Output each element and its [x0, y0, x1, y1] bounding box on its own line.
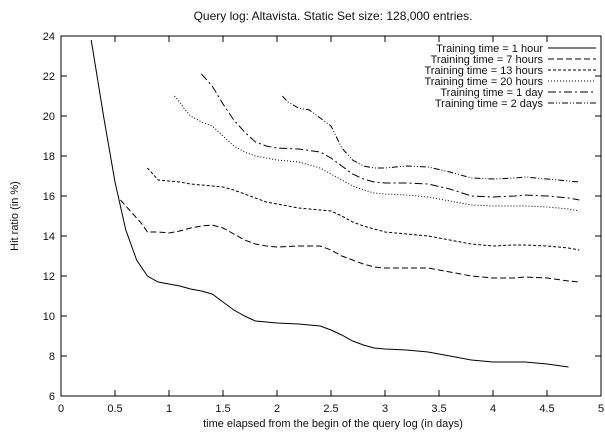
y-tick-label: 16 [43, 191, 55, 203]
x-tick-label: 3.5 [431, 403, 446, 415]
x-tick-label: 3 [382, 403, 388, 415]
series-line-6 [282, 95, 580, 183]
x-tick-label: 1 [166, 403, 172, 415]
series-line-1 [90, 39, 569, 368]
y-tick-label: 14 [43, 231, 55, 243]
legend-label: Training time = 1 day [440, 87, 543, 99]
legend-label: Training time = 20 hours [424, 76, 543, 88]
legend-label: Training time = 13 hours [424, 65, 543, 77]
x-tick-label: 2 [274, 403, 280, 415]
y-tick-label: 6 [49, 391, 55, 403]
x-axis-ticks: 0 0.5 1 1.5 2 2.5 3 3.5 4 4.5 5 [58, 36, 604, 415]
x-tick-label: 1.5 [215, 403, 230, 415]
y-tick-label: 8 [49, 351, 55, 363]
series-line-3 [147, 167, 580, 251]
x-tick-label: 4 [490, 403, 496, 415]
series-line-5 [201, 73, 580, 201]
legend-label: Training time = 1 hour [436, 43, 543, 55]
y-tick-label: 12 [43, 271, 55, 283]
x-tick-label: 0.5 [107, 403, 122, 415]
legend-label: Training time = 7 hours [431, 54, 544, 66]
series-lines [90, 39, 580, 368]
y-tick-label: 10 [43, 311, 55, 323]
x-tick-label: 0 [58, 403, 64, 415]
y-tick-label: 20 [43, 111, 55, 123]
y-axis-ticks: 6 8 10 12 14 16 18 20 22 24 [43, 31, 601, 403]
chart-title: Query log: Altavista. Static Set size: 1… [194, 9, 473, 23]
y-tick-label: 22 [43, 71, 55, 83]
x-tick-label: 5 [598, 403, 604, 415]
y-axis-label: Hit ratio (in %) [9, 181, 21, 251]
x-tick-label: 2.5 [323, 403, 338, 415]
series-line-4 [174, 95, 580, 212]
y-tick-label: 24 [43, 31, 55, 43]
series-line-2 [120, 199, 580, 283]
x-axis-label: time elapsed from the begin of the query… [203, 418, 463, 430]
x-tick-label: 4.5 [539, 403, 554, 415]
legend-label: Training time = 2 days [435, 98, 544, 110]
y-tick-label: 18 [43, 151, 55, 163]
